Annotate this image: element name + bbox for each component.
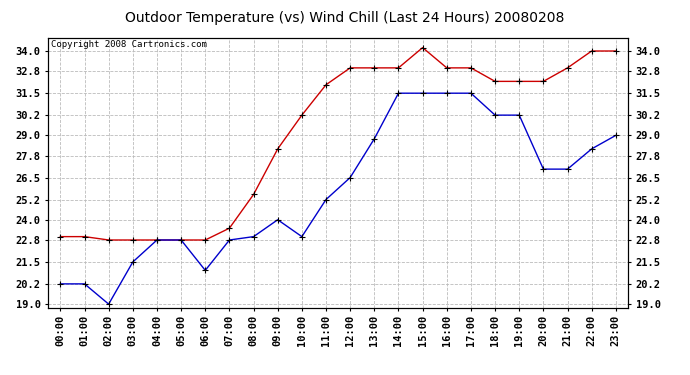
Text: Copyright 2008 Cartronics.com: Copyright 2008 Cartronics.com [51,40,207,49]
Text: Outdoor Temperature (vs) Wind Chill (Last 24 Hours) 20080208: Outdoor Temperature (vs) Wind Chill (Las… [126,11,564,25]
